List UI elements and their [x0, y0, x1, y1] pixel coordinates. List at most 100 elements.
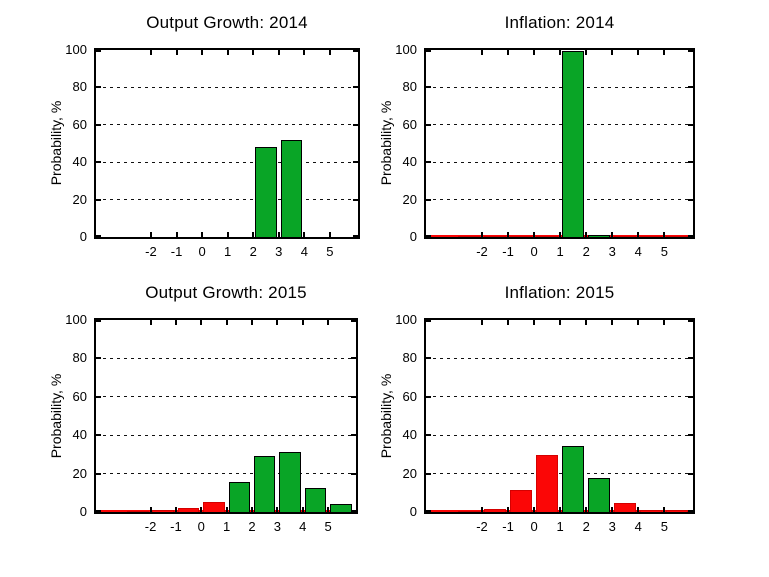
x-tick-label: 2 [249, 244, 257, 259]
bar-red-x-0.5 [510, 235, 533, 237]
x-tick-mark-top [149, 50, 152, 55]
x-tick-label: -2 [476, 244, 488, 259]
x-tick-label: -1 [170, 244, 183, 259]
x-tick-mark-top [611, 320, 614, 325]
plot-area [94, 48, 360, 239]
x-tick-label: 0 [198, 244, 206, 259]
y-tick-label: 60 [402, 116, 417, 132]
y-tick-label: 80 [72, 350, 87, 366]
x-tick-mark [507, 507, 510, 512]
x-tick-mark [585, 507, 588, 512]
x-tick-mark [663, 232, 666, 237]
plot-area [424, 48, 695, 239]
gridline-60 [426, 124, 693, 126]
chart-title: Inflation: 2014 [504, 13, 615, 32]
y-tick-mark-right [353, 86, 358, 89]
y-tick-mark-right [688, 434, 693, 437]
x-tick-label: 1 [556, 519, 564, 534]
bar-red-x-0.5 [510, 489, 533, 512]
x-tick-mark-top [611, 50, 614, 55]
bar-red-x-2.5 [457, 235, 481, 237]
gridline-80 [96, 357, 356, 359]
x-tick-label: 4 [300, 244, 308, 259]
y-tick-mark [426, 50, 431, 52]
x-tick-label: 5 [660, 519, 668, 534]
x-tick-label: 0 [530, 519, 538, 534]
x-tick-label: 0 [530, 244, 538, 259]
y-tick-mark-right [688, 50, 693, 52]
gridline-80 [96, 86, 358, 88]
x-tick-mark [328, 232, 331, 237]
x-tick-mark-top [637, 50, 640, 55]
x-tick-mark-top [303, 50, 306, 55]
x-tick-mark-top [559, 320, 562, 325]
x-tick-mark [585, 232, 588, 237]
y-tick-label: 40 [72, 154, 87, 170]
gridline-20 [426, 473, 693, 475]
gridline-60 [426, 396, 693, 398]
x-tick-mark [507, 232, 510, 237]
bar-red-x4.5 [640, 235, 663, 237]
x-tick-mark-top [174, 320, 177, 325]
x-tick-mark [611, 507, 614, 512]
y-tick-mark-right [688, 123, 693, 126]
gridline-80 [426, 86, 693, 88]
y-tick-mark-right [353, 50, 358, 52]
bar-green-x2.5 [255, 147, 277, 237]
y-tick-label: 40 [402, 154, 417, 170]
x-tick-mark-top [277, 50, 280, 55]
y-tick-mark-right [351, 320, 356, 322]
x-tick-label: 4 [634, 244, 642, 259]
x-tick-mark [200, 507, 203, 512]
y-tick-mark-right [351, 357, 356, 360]
bar-red-x4.5 [640, 509, 663, 512]
x-tick-mark-top [301, 320, 304, 325]
x-tick-mark-top [201, 50, 204, 55]
x-tick-mark-top [328, 50, 331, 55]
x-tick-mark [637, 507, 640, 512]
x-tick-label: 2 [582, 244, 590, 259]
x-tick-mark-top [149, 320, 152, 325]
x-tick-mark [149, 232, 152, 237]
x-tick-label: 2 [248, 519, 256, 534]
y-tick-label: 60 [72, 116, 87, 132]
x-tick-mark [251, 507, 253, 512]
x-tick-mark [303, 232, 306, 237]
x-tick-mark [174, 507, 177, 512]
bar-green-x3.5 [279, 451, 301, 512]
x-tick-mark [276, 507, 279, 512]
y-tick-label: 80 [402, 350, 417, 366]
y-tick-mark-right [688, 86, 693, 89]
x-tick-label: -1 [502, 519, 514, 534]
y-tick-label: 80 [402, 79, 417, 95]
x-tick-label: 1 [224, 244, 232, 259]
y-tick-mark [96, 472, 101, 475]
y-tick-mark [426, 161, 431, 164]
y-tick-mark [96, 434, 101, 437]
x-tick-mark-top [585, 50, 588, 55]
y-tick-mark-right [688, 235, 693, 237]
bar-red-x-1.5 [483, 508, 507, 512]
x-tick-mark-top [327, 320, 330, 325]
y-axis-label: Probability, % [378, 373, 394, 459]
y-tick-label: 60 [402, 388, 417, 404]
y-tick-mark [96, 510, 101, 512]
bar-green-x3.5 [280, 139, 303, 237]
x-tick-label: 1 [556, 244, 564, 259]
x-tick-mark-top [481, 320, 483, 325]
y-tick-mark [96, 320, 101, 322]
y-tick-label: 0 [79, 229, 87, 244]
y-tick-mark-right [688, 510, 693, 512]
y-tick-mark-right [688, 198, 693, 201]
x-tick-label: -2 [145, 244, 157, 259]
x-tick-mark-top [559, 50, 562, 55]
gridline-60 [96, 124, 358, 126]
y-tick-mark-right [688, 395, 693, 398]
x-tick-label: 0 [197, 519, 205, 534]
bar-green-x4.5 [304, 488, 327, 512]
x-tick-mark-top [507, 320, 510, 325]
y-tick-label: 20 [402, 465, 417, 481]
x-tick-mark-top [663, 320, 666, 325]
